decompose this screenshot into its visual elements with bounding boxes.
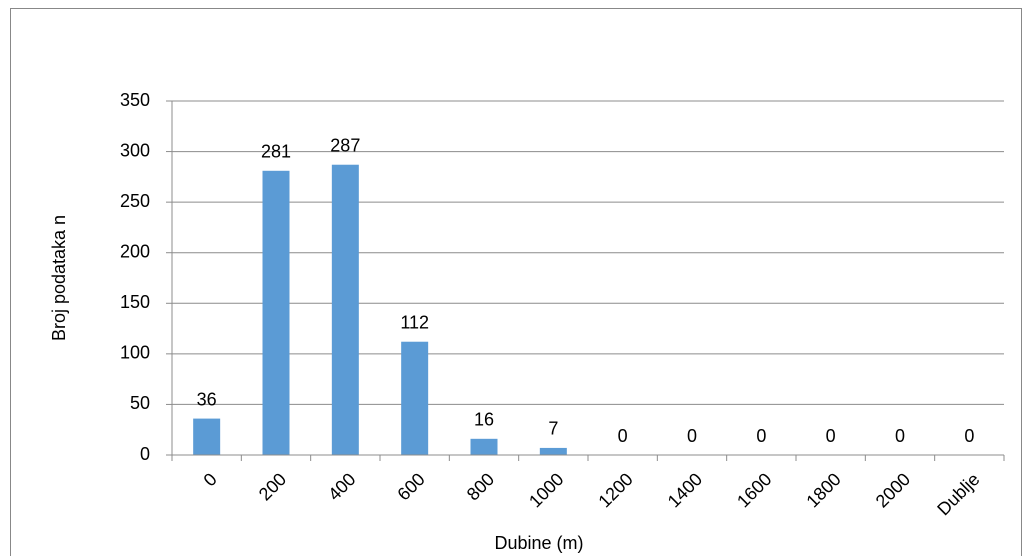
data-label: 287 [330, 135, 360, 155]
data-label: 7 [548, 419, 558, 439]
bar [470, 438, 498, 455]
data-label: 36 [197, 389, 217, 409]
y-tick-label: 0 [140, 444, 150, 464]
data-label: 0 [826, 426, 836, 446]
x-axis-label: Dubine (m) [494, 533, 583, 553]
chart-frame [10, 8, 1022, 556]
y-tick-label: 50 [130, 393, 150, 413]
bar [331, 164, 359, 455]
y-tick-label: 250 [120, 191, 150, 211]
y-tick-label: 150 [120, 292, 150, 312]
data-label: 0 [895, 426, 905, 446]
y-tick-label: 200 [120, 241, 150, 261]
data-label: 112 [400, 312, 429, 332]
y-tick-label: 350 [120, 90, 150, 110]
data-label: 281 [261, 142, 291, 162]
bar [401, 341, 429, 455]
data-label: 0 [964, 426, 974, 446]
bar [193, 418, 221, 455]
y-axis-label: Broj podataka n [49, 215, 69, 341]
bar [262, 170, 290, 455]
bar [539, 447, 567, 455]
data-label: 0 [618, 426, 628, 446]
y-tick-label: 100 [120, 343, 150, 363]
data-label: 0 [756, 426, 766, 446]
data-label: 0 [687, 426, 697, 446]
data-label: 16 [474, 410, 494, 430]
y-tick-label: 300 [120, 140, 150, 160]
